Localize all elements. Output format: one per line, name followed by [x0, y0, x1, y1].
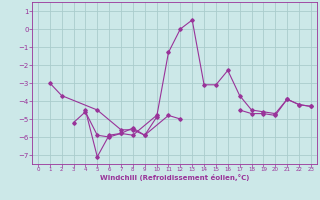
X-axis label: Windchill (Refroidissement éolien,°C): Windchill (Refroidissement éolien,°C) [100, 174, 249, 181]
